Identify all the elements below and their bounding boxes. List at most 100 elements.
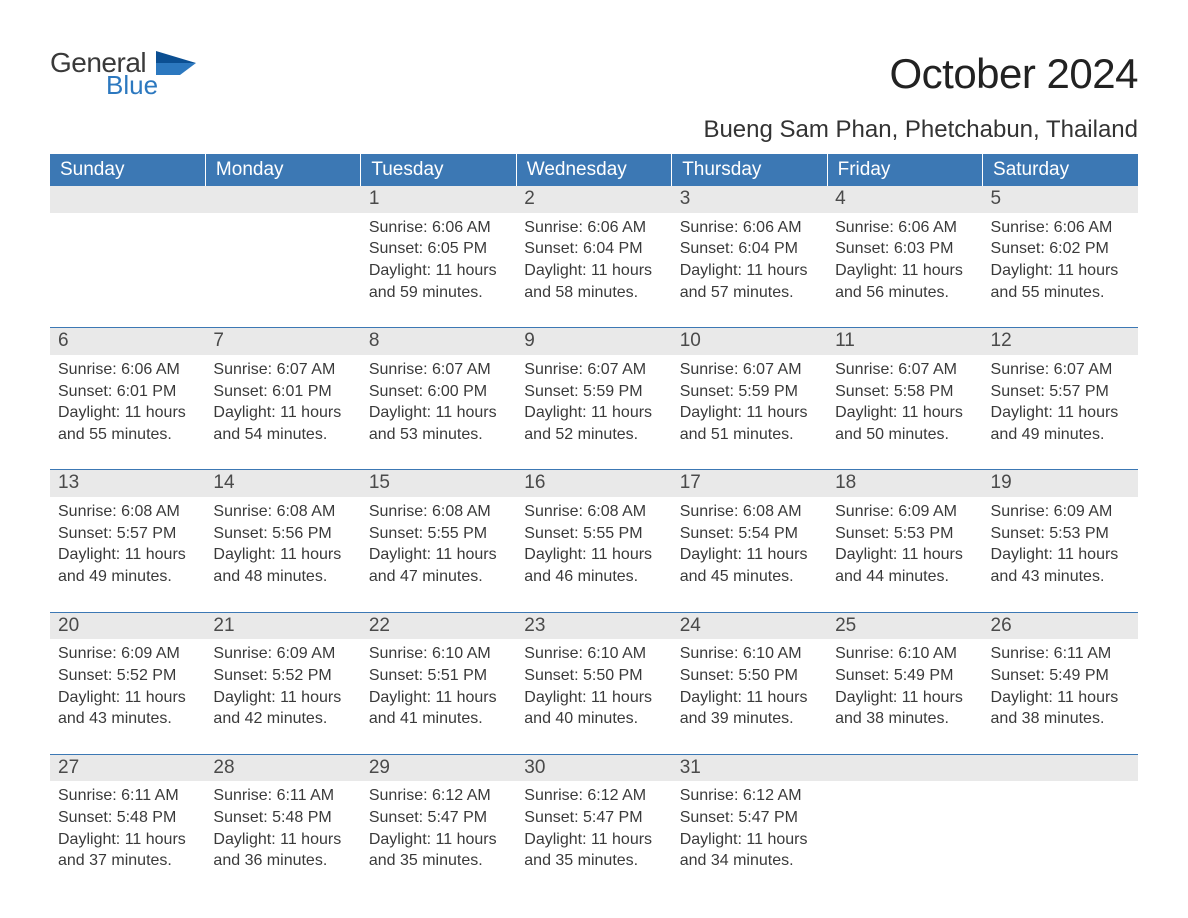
day-daylight1: Daylight: 11 hours	[835, 544, 974, 566]
calendar-day-cell	[205, 186, 360, 328]
day-daylight2: and 40 minutes.	[524, 708, 663, 730]
day-daylight2: and 43 minutes.	[991, 566, 1130, 588]
day-details: Sunrise: 6:09 AMSunset: 5:53 PMDaylight:…	[983, 497, 1138, 611]
day-daylight2: and 47 minutes.	[369, 566, 508, 588]
day-number	[50, 186, 205, 213]
day-sunset: Sunset: 5:54 PM	[680, 523, 819, 545]
day-daylight1: Daylight: 11 hours	[680, 687, 819, 709]
day-number	[983, 755, 1138, 782]
day-sunset: Sunset: 5:47 PM	[680, 807, 819, 829]
day-number	[205, 186, 360, 213]
weekday-header: Monday	[205, 154, 360, 186]
day-daylight1: Daylight: 11 hours	[58, 544, 197, 566]
logo: General Blue	[50, 50, 202, 97]
calendar-day-cell: 5Sunrise: 6:06 AMSunset: 6:02 PMDaylight…	[983, 186, 1138, 328]
day-sunrise: Sunrise: 6:08 AM	[58, 501, 197, 523]
calendar-day-cell: 23Sunrise: 6:10 AMSunset: 5:50 PMDayligh…	[516, 612, 671, 754]
day-daylight1: Daylight: 11 hours	[58, 402, 197, 424]
day-details: Sunrise: 6:11 AMSunset: 5:48 PMDaylight:…	[50, 781, 205, 895]
day-sunset: Sunset: 5:47 PM	[369, 807, 508, 829]
day-daylight1: Daylight: 11 hours	[58, 829, 197, 851]
day-daylight1: Daylight: 11 hours	[680, 829, 819, 851]
day-daylight1: Daylight: 11 hours	[369, 687, 508, 709]
day-details: Sunrise: 6:09 AMSunset: 5:52 PMDaylight:…	[205, 639, 360, 753]
day-details	[205, 213, 360, 313]
day-number: 6	[50, 328, 205, 355]
day-sunset: Sunset: 5:47 PM	[524, 807, 663, 829]
calendar-week-row: 1Sunrise: 6:06 AMSunset: 6:05 PMDaylight…	[50, 186, 1138, 328]
day-daylight2: and 45 minutes.	[680, 566, 819, 588]
day-number: 24	[672, 613, 827, 640]
day-number: 14	[205, 470, 360, 497]
day-sunrise: Sunrise: 6:07 AM	[991, 359, 1130, 381]
day-daylight1: Daylight: 11 hours	[213, 687, 352, 709]
calendar-day-cell: 26Sunrise: 6:11 AMSunset: 5:49 PMDayligh…	[983, 612, 1138, 754]
day-number: 21	[205, 613, 360, 640]
day-daylight1: Daylight: 11 hours	[991, 402, 1130, 424]
calendar-day-cell: 3Sunrise: 6:06 AMSunset: 6:04 PMDaylight…	[672, 186, 827, 328]
calendar-day-cell: 10Sunrise: 6:07 AMSunset: 5:59 PMDayligh…	[672, 328, 827, 470]
day-daylight2: and 49 minutes.	[58, 566, 197, 588]
day-details	[983, 781, 1138, 881]
calendar-day-cell: 17Sunrise: 6:08 AMSunset: 5:54 PMDayligh…	[672, 470, 827, 612]
day-sunrise: Sunrise: 6:10 AM	[680, 643, 819, 665]
day-sunset: Sunset: 6:00 PM	[369, 381, 508, 403]
day-number: 23	[516, 613, 671, 640]
day-sunrise: Sunrise: 6:06 AM	[58, 359, 197, 381]
calendar-day-cell: 9Sunrise: 6:07 AMSunset: 5:59 PMDaylight…	[516, 328, 671, 470]
day-daylight1: Daylight: 11 hours	[524, 402, 663, 424]
day-number: 7	[205, 328, 360, 355]
day-sunrise: Sunrise: 6:06 AM	[680, 217, 819, 239]
calendar-day-cell: 1Sunrise: 6:06 AMSunset: 6:05 PMDaylight…	[361, 186, 516, 328]
day-number: 29	[361, 755, 516, 782]
day-sunrise: Sunrise: 6:11 AM	[58, 785, 197, 807]
calendar-day-cell: 13Sunrise: 6:08 AMSunset: 5:57 PMDayligh…	[50, 470, 205, 612]
day-details: Sunrise: 6:06 AMSunset: 6:04 PMDaylight:…	[516, 213, 671, 327]
day-number: 15	[361, 470, 516, 497]
day-daylight1: Daylight: 11 hours	[680, 402, 819, 424]
day-details	[827, 781, 982, 881]
day-sunrise: Sunrise: 6:09 AM	[991, 501, 1130, 523]
day-daylight1: Daylight: 11 hours	[369, 829, 508, 851]
day-daylight1: Daylight: 11 hours	[524, 544, 663, 566]
day-sunrise: Sunrise: 6:08 AM	[680, 501, 819, 523]
day-daylight1: Daylight: 11 hours	[524, 829, 663, 851]
day-daylight2: and 44 minutes.	[835, 566, 974, 588]
day-daylight2: and 57 minutes.	[680, 282, 819, 304]
calendar-day-cell: 28Sunrise: 6:11 AMSunset: 5:48 PMDayligh…	[205, 754, 360, 896]
weekday-header: Wednesday	[516, 154, 671, 186]
day-daylight2: and 54 minutes.	[213, 424, 352, 446]
day-number: 4	[827, 186, 982, 213]
day-number: 8	[361, 328, 516, 355]
day-daylight1: Daylight: 11 hours	[524, 260, 663, 282]
day-daylight2: and 53 minutes.	[369, 424, 508, 446]
day-sunrise: Sunrise: 6:08 AM	[369, 501, 508, 523]
day-daylight1: Daylight: 11 hours	[524, 687, 663, 709]
day-details: Sunrise: 6:08 AMSunset: 5:54 PMDaylight:…	[672, 497, 827, 611]
day-details: Sunrise: 6:07 AMSunset: 5:58 PMDaylight:…	[827, 355, 982, 469]
day-sunrise: Sunrise: 6:07 AM	[680, 359, 819, 381]
day-daylight1: Daylight: 11 hours	[991, 687, 1130, 709]
day-details: Sunrise: 6:11 AMSunset: 5:49 PMDaylight:…	[983, 639, 1138, 753]
day-sunrise: Sunrise: 6:06 AM	[369, 217, 508, 239]
calendar-week-row: 20Sunrise: 6:09 AMSunset: 5:52 PMDayligh…	[50, 612, 1138, 754]
calendar-day-cell: 19Sunrise: 6:09 AMSunset: 5:53 PMDayligh…	[983, 470, 1138, 612]
calendar-day-cell: 31Sunrise: 6:12 AMSunset: 5:47 PMDayligh…	[672, 754, 827, 896]
day-sunrise: Sunrise: 6:09 AM	[835, 501, 974, 523]
logo-text: General Blue	[50, 50, 158, 97]
day-details: Sunrise: 6:06 AMSunset: 6:03 PMDaylight:…	[827, 213, 982, 327]
calendar-day-cell: 29Sunrise: 6:12 AMSunset: 5:47 PMDayligh…	[361, 754, 516, 896]
day-details: Sunrise: 6:07 AMSunset: 5:59 PMDaylight:…	[672, 355, 827, 469]
day-number: 28	[205, 755, 360, 782]
day-daylight1: Daylight: 11 hours	[369, 260, 508, 282]
day-details: Sunrise: 6:07 AMSunset: 5:57 PMDaylight:…	[983, 355, 1138, 469]
day-daylight2: and 59 minutes.	[369, 282, 508, 304]
day-daylight2: and 35 minutes.	[369, 850, 508, 872]
day-sunrise: Sunrise: 6:07 AM	[369, 359, 508, 381]
calendar-day-cell: 25Sunrise: 6:10 AMSunset: 5:49 PMDayligh…	[827, 612, 982, 754]
day-sunset: Sunset: 5:51 PM	[369, 665, 508, 687]
day-sunrise: Sunrise: 6:11 AM	[213, 785, 352, 807]
calendar-day-cell	[827, 754, 982, 896]
day-daylight2: and 38 minutes.	[991, 708, 1130, 730]
day-sunset: Sunset: 5:57 PM	[991, 381, 1130, 403]
